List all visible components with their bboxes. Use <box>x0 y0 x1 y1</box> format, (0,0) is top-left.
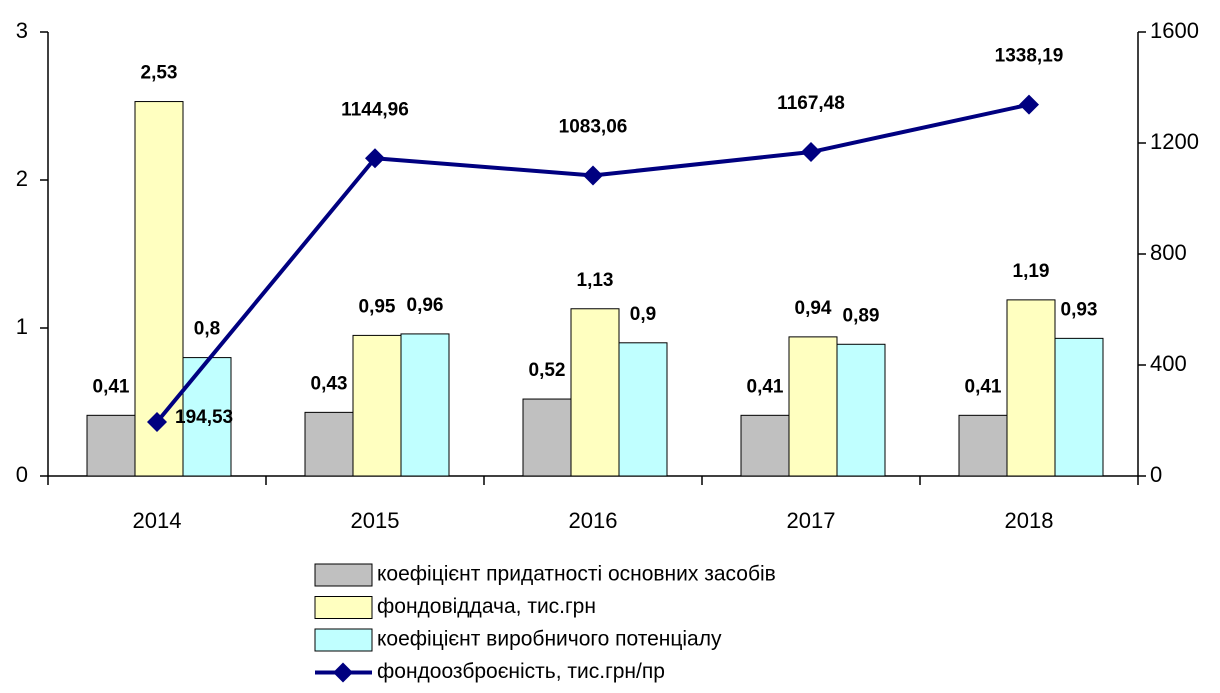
bar-value-label: 0,9 <box>630 304 656 325</box>
legend-marker <box>333 662 353 683</box>
bar <box>182 357 232 477</box>
bar <box>958 414 1008 477</box>
bar-value-label: 0,41 <box>93 376 130 397</box>
bar <box>1006 299 1056 477</box>
line-marker <box>365 148 385 169</box>
bar <box>304 411 354 477</box>
legend-label: фондовіддача, тис.грн <box>377 595 596 618</box>
bar <box>400 333 450 477</box>
y2-tick-label: 800 <box>1150 240 1187 265</box>
bar-value-label: 1,19 <box>1013 261 1050 282</box>
bar-value-label: 0,95 <box>359 296 396 317</box>
bar-value-label: 0,52 <box>529 360 566 381</box>
bar <box>522 398 572 477</box>
y-tick-label: 0 <box>16 462 28 487</box>
bar <box>86 414 136 477</box>
legend-label: фондоозброєність, тис.грн/пр <box>377 660 665 683</box>
y-tick-label: 3 <box>16 18 28 43</box>
x-tick-label: 2014 <box>133 508 182 533</box>
bar <box>134 101 184 477</box>
x-tick-label: 2016 <box>569 508 618 533</box>
bar-value-label: 1,13 <box>577 270 614 291</box>
legend-label: коефіцієнт виробничого потенціалу <box>377 628 722 651</box>
bar-value-label: 0,8 <box>194 319 220 340</box>
y2-tick-label: 1200 <box>1150 129 1199 154</box>
legend-label: коефіцієнт придатності основних засобів <box>377 563 776 586</box>
bar <box>618 342 668 477</box>
legend-swatch <box>314 596 373 619</box>
line-marker <box>147 412 167 433</box>
line-marker <box>801 142 821 163</box>
line-value-label: 1083,06 <box>559 116 628 137</box>
line-marker <box>583 165 603 186</box>
bar-value-label: 0,96 <box>407 295 444 316</box>
bar-value-label: 0,89 <box>843 305 880 326</box>
bar <box>788 336 838 477</box>
legend-swatch <box>314 563 373 587</box>
bar-value-label: 0,43 <box>311 373 348 394</box>
y2-tick-label: 1600 <box>1150 18 1199 43</box>
line-marker <box>1019 94 1039 115</box>
bar-value-label: 0,93 <box>1061 299 1098 320</box>
bar <box>1054 337 1104 477</box>
x-tick-label: 2017 <box>787 508 836 533</box>
x-tick-label: 2015 <box>351 508 400 533</box>
bar <box>570 308 620 477</box>
bar-value-label: 0,94 <box>795 298 832 319</box>
line-value-label: 1144,96 <box>341 99 409 120</box>
bar-value-label: 0,41 <box>965 376 1002 397</box>
bar <box>352 334 402 477</box>
y-tick-label: 1 <box>16 314 28 339</box>
y2-tick-label: 0 <box>1150 462 1162 487</box>
bar-value-label: 0,41 <box>747 376 784 397</box>
line-value-label: 1338,19 <box>995 46 1064 67</box>
bar <box>740 414 790 477</box>
y2-tick-label: 400 <box>1150 351 1187 376</box>
bar <box>836 343 886 477</box>
legend-swatch <box>314 628 373 652</box>
bar-value-label: 2,53 <box>141 63 178 84</box>
x-tick-label: 2018 <box>1005 508 1054 533</box>
line-value-label: 194,53 <box>175 407 233 428</box>
line-value-label: 1167,48 <box>777 93 845 114</box>
y-tick-label: 2 <box>16 166 28 191</box>
